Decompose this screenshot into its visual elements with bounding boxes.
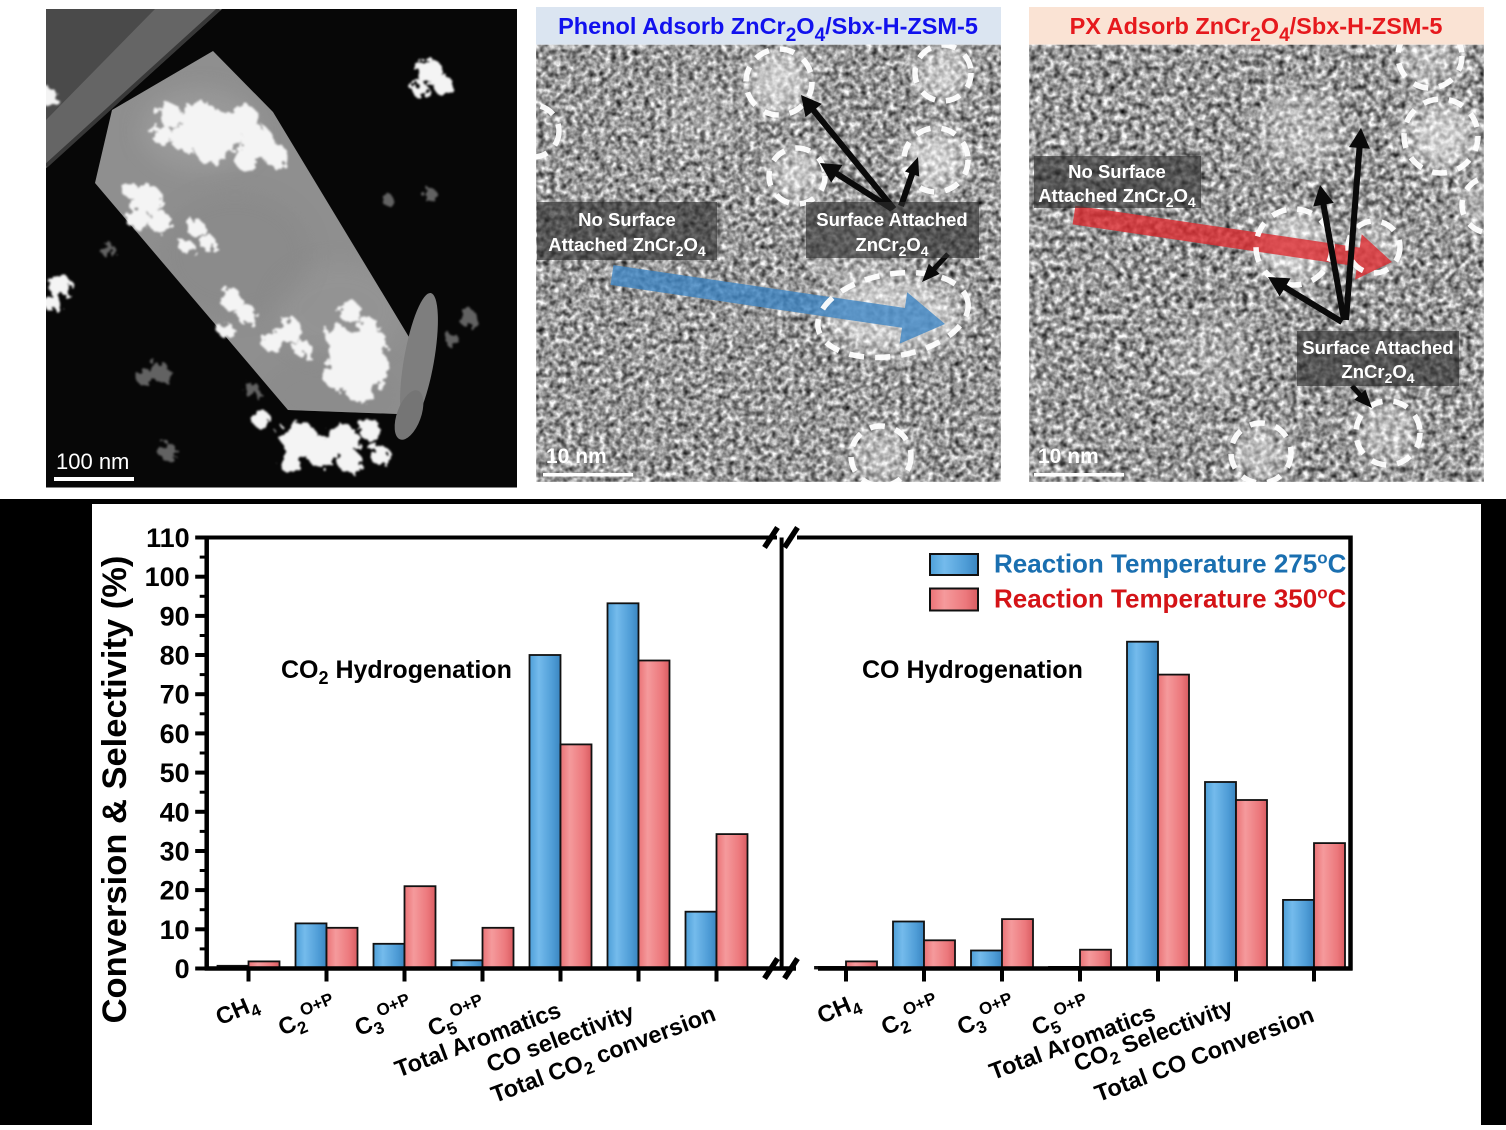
svg-text:No Surface: No Surface [578,209,676,230]
svg-text:110: 110 [146,523,190,553]
svg-text:Surface Attached: Surface Attached [816,209,967,230]
svg-text:40: 40 [160,797,190,827]
svg-text:100: 100 [145,562,190,592]
svg-text:30: 30 [160,837,190,867]
svg-text:20: 20 [160,876,190,906]
svg-text:Conversion & Selectivity (%): Conversion & Selectivity (%) [96,556,134,1024]
svg-text:50: 50 [160,758,190,788]
svg-text:No Surface: No Surface [1068,161,1166,182]
svg-text:0: 0 [175,954,190,984]
svg-text:10 nm: 10 nm [1038,445,1099,468]
svg-text:70: 70 [160,680,190,710]
svg-text:Reaction Temperature 350oC: Reaction Temperature 350oC [994,584,1347,614]
svg-text:90: 90 [160,601,190,631]
svg-text:60: 60 [160,719,190,749]
svg-text:10: 10 [160,915,190,945]
svg-text:ZnCr2O4: ZnCr2O4 [1341,361,1414,386]
svg-text:CO2 Hydrogenation: CO2 Hydrogenation [281,656,512,688]
svg-text:10 nm: 10 nm [546,445,607,468]
svg-text:ZnCr2O4: ZnCr2O4 [855,234,928,259]
svg-text:100 nm: 100 nm [56,449,129,474]
svg-text:Surface Attached: Surface Attached [1302,337,1453,358]
svg-text:80: 80 [160,641,190,671]
svg-text:Reaction Temperature 275oC: Reaction Temperature 275oC [994,549,1347,579]
svg-text:CO Hydrogenation: CO Hydrogenation [862,656,1083,684]
